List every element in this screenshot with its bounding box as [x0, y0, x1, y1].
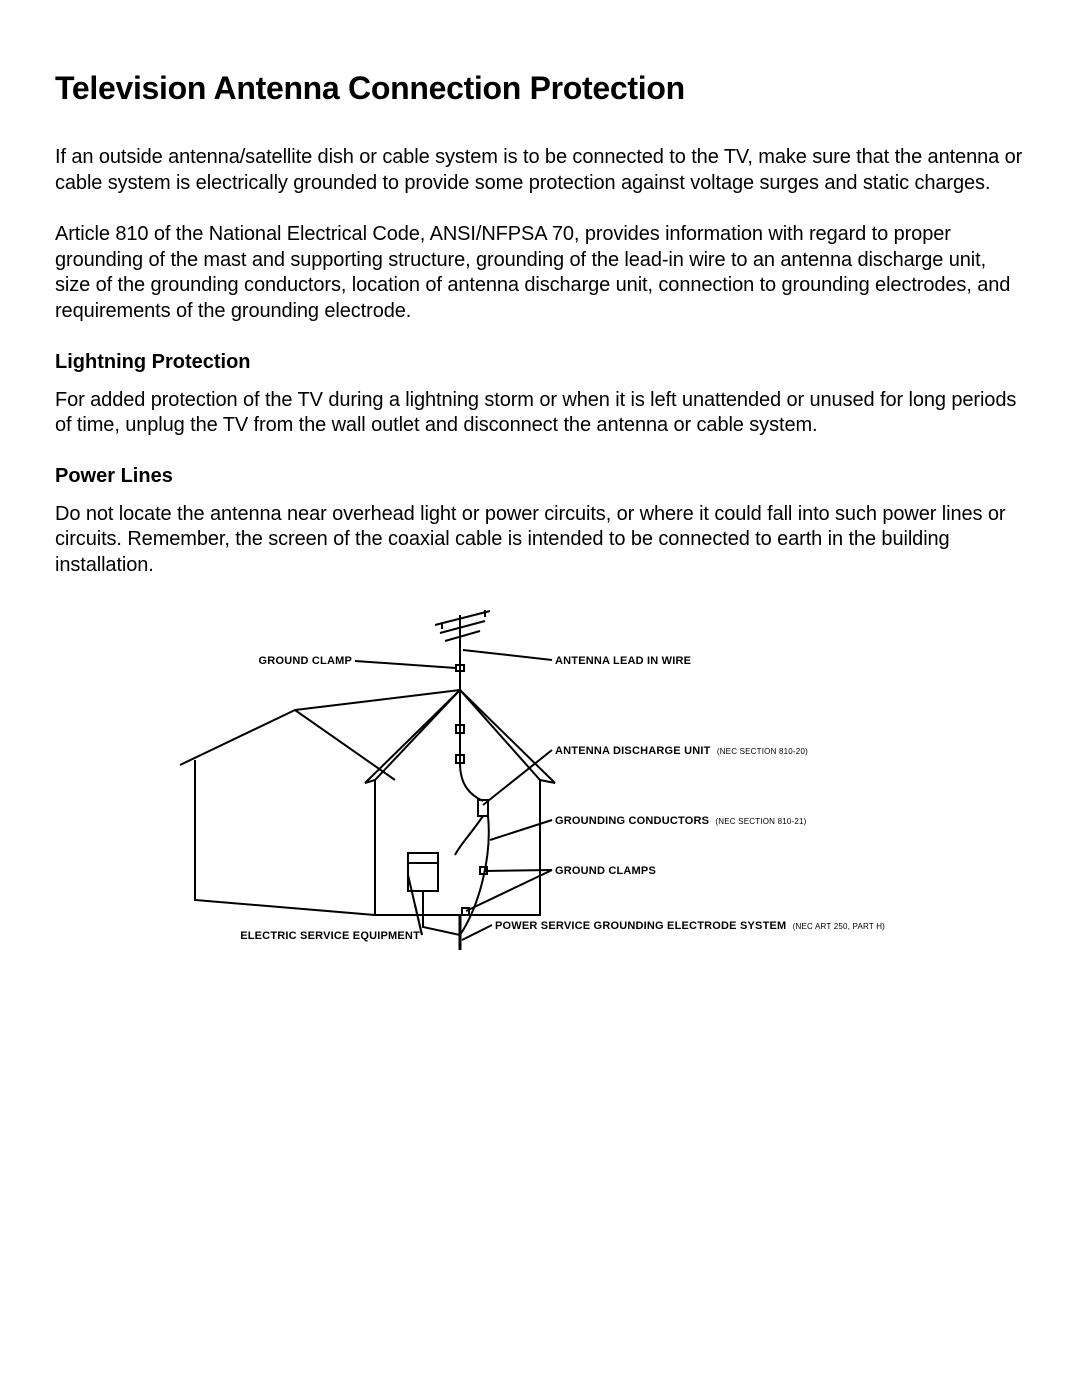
label-discharge-unit-fine: (NEC SECTION 810-20): [717, 747, 808, 756]
label-grounding-conductors: GROUNDING CONDUCTORS (NEC SECTION 810-21…: [555, 815, 807, 827]
intro-paragraph-1: If an outside antenna/satellite dish or …: [55, 145, 1025, 196]
label-antenna-lead: ANTENNA LEAD IN WIRE: [555, 655, 691, 667]
label-discharge-unit: ANTENNA DISCHARGE UNIT (NEC SECTION 810-…: [555, 745, 808, 757]
label-grounding-conductors-fine: (NEC SECTION 810-21): [715, 817, 806, 826]
label-power-service-fine: (NEC ART 250, PART H): [793, 922, 885, 931]
label-power-service-text: POWER SERVICE GROUNDING ELECTRODE SYSTEM: [495, 920, 786, 932]
document-page: Television Antenna Connection Protection…: [0, 0, 1080, 1025]
lightning-paragraph: For added protection of the TV during a …: [55, 388, 1025, 439]
label-electric-service: ELECTRIC SERVICE EQUIPMENT: [240, 930, 420, 942]
label-power-service: POWER SERVICE GROUNDING ELECTRODE SYSTEM…: [495, 920, 885, 932]
label-ground-clamps: GROUND CLAMPS: [555, 865, 656, 877]
diagram-container: GROUND CLAMP ANTENNA LEAD IN WIRE ANTENN…: [55, 605, 1025, 965]
label-ground-clamp-top: GROUND CLAMP: [242, 655, 352, 667]
powerlines-heading: Power Lines: [55, 465, 1025, 488]
powerlines-paragraph: Do not locate the antenna near overhead …: [55, 502, 1025, 579]
page-title: Television Antenna Connection Protection: [55, 70, 1025, 107]
lightning-heading: Lightning Protection: [55, 351, 1025, 374]
antenna-grounding-diagram: GROUND CLAMP ANTENNA LEAD IN WIRE ANTENN…: [160, 605, 920, 965]
label-discharge-unit-text: ANTENNA DISCHARGE UNIT: [555, 745, 711, 757]
label-grounding-conductors-text: GROUNDING CONDUCTORS: [555, 815, 709, 827]
intro-paragraph-2: Article 810 of the National Electrical C…: [55, 222, 1025, 324]
